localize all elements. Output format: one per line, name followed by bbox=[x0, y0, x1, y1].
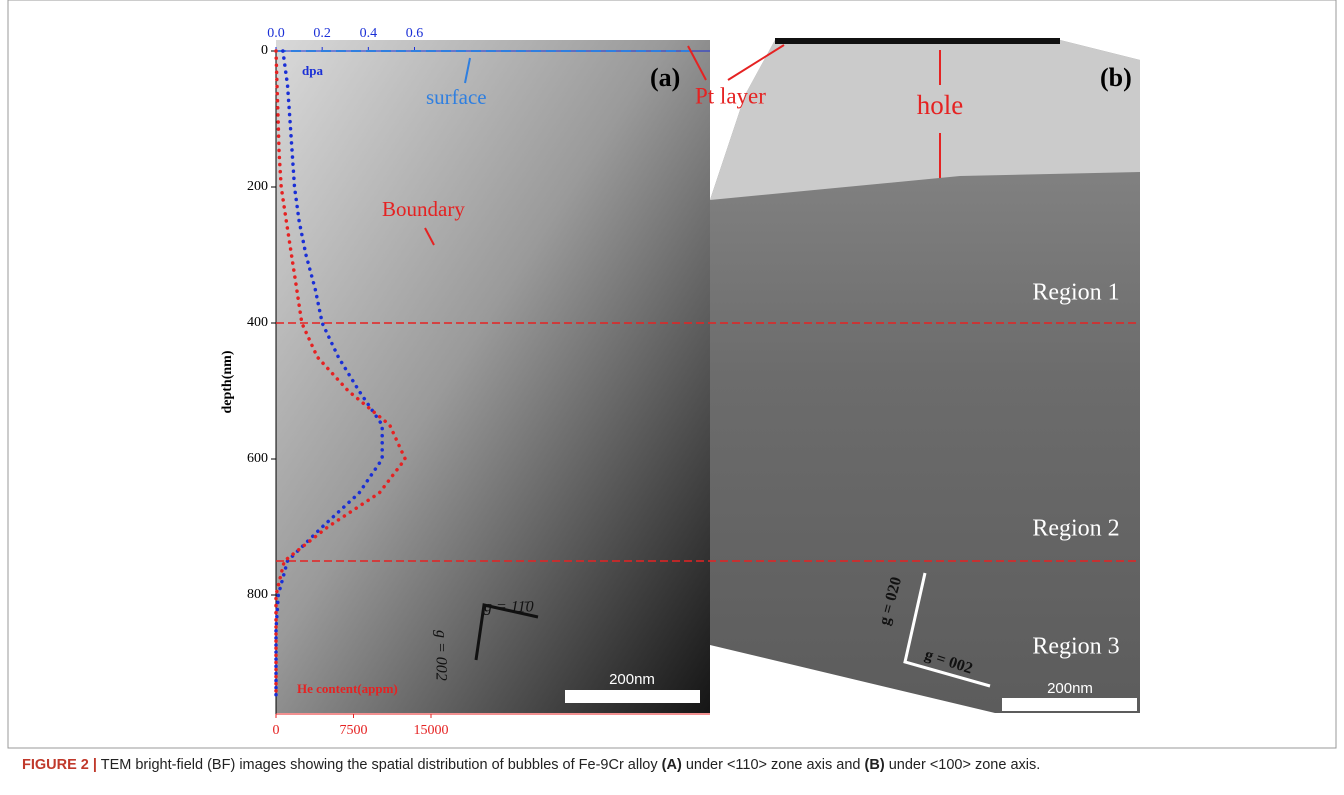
y-tick-label: 800 bbox=[247, 587, 268, 602]
annotation: Boundary bbox=[382, 197, 465, 221]
scale-label: 200nm bbox=[1047, 680, 1093, 697]
x-tick-label: 0 bbox=[273, 723, 280, 738]
region-label: Region 1 bbox=[1032, 280, 1119, 306]
annotation: Pt layer bbox=[695, 83, 766, 108]
x-tick-label: 7500 bbox=[340, 723, 368, 738]
annotation: hole bbox=[917, 90, 964, 120]
scale-bar bbox=[565, 690, 700, 703]
x2-tick-label: 0.0 bbox=[267, 26, 285, 41]
x2-tick-label: 0.4 bbox=[360, 26, 378, 41]
caption-text: TEM bright-field (BF) images showing the… bbox=[97, 757, 662, 773]
region-label: Region 3 bbox=[1032, 634, 1119, 660]
x2-tick-label: 0.6 bbox=[406, 26, 424, 41]
caption-text: under <110> zone axis and bbox=[682, 757, 865, 773]
scale-bar bbox=[1002, 698, 1137, 711]
caption: FIGURE 2 | TEM bright-field (BF) images … bbox=[22, 757, 1332, 773]
caption-text: (B) bbox=[865, 757, 885, 773]
x2-tick-label: 0.2 bbox=[313, 26, 331, 41]
x-axis-label: He content(appm) bbox=[297, 681, 398, 696]
annotation: g = 002 bbox=[432, 630, 449, 681]
y-tick-label: 200 bbox=[247, 179, 268, 194]
region-label: Region 2 bbox=[1032, 516, 1119, 542]
caption-text: (A) bbox=[662, 757, 682, 773]
y-tick-label: 0 bbox=[261, 43, 268, 58]
y-tick-label: 600 bbox=[247, 451, 268, 466]
y-tick-label: 400 bbox=[247, 315, 268, 330]
pt-layer bbox=[775, 38, 1060, 44]
figure: 0 200 400 600 800 0.0 0.2 0.4 0.6 0 7500 15000 depth… bbox=[0, 0, 1344, 795]
scale-label: 200nm bbox=[609, 671, 655, 688]
panel-label: (a) bbox=[650, 63, 680, 92]
x-tick-label: 15000 bbox=[414, 723, 449, 738]
panel-label: (b) bbox=[1100, 63, 1132, 92]
y-axis-label: depth(nm) bbox=[220, 350, 235, 413]
annotation: surface bbox=[426, 85, 487, 109]
caption-text: under <100> zone axis. bbox=[885, 757, 1041, 773]
x2-axis-label: dpa bbox=[302, 63, 323, 78]
caption-figure: FIGURE 2 | bbox=[22, 757, 97, 773]
